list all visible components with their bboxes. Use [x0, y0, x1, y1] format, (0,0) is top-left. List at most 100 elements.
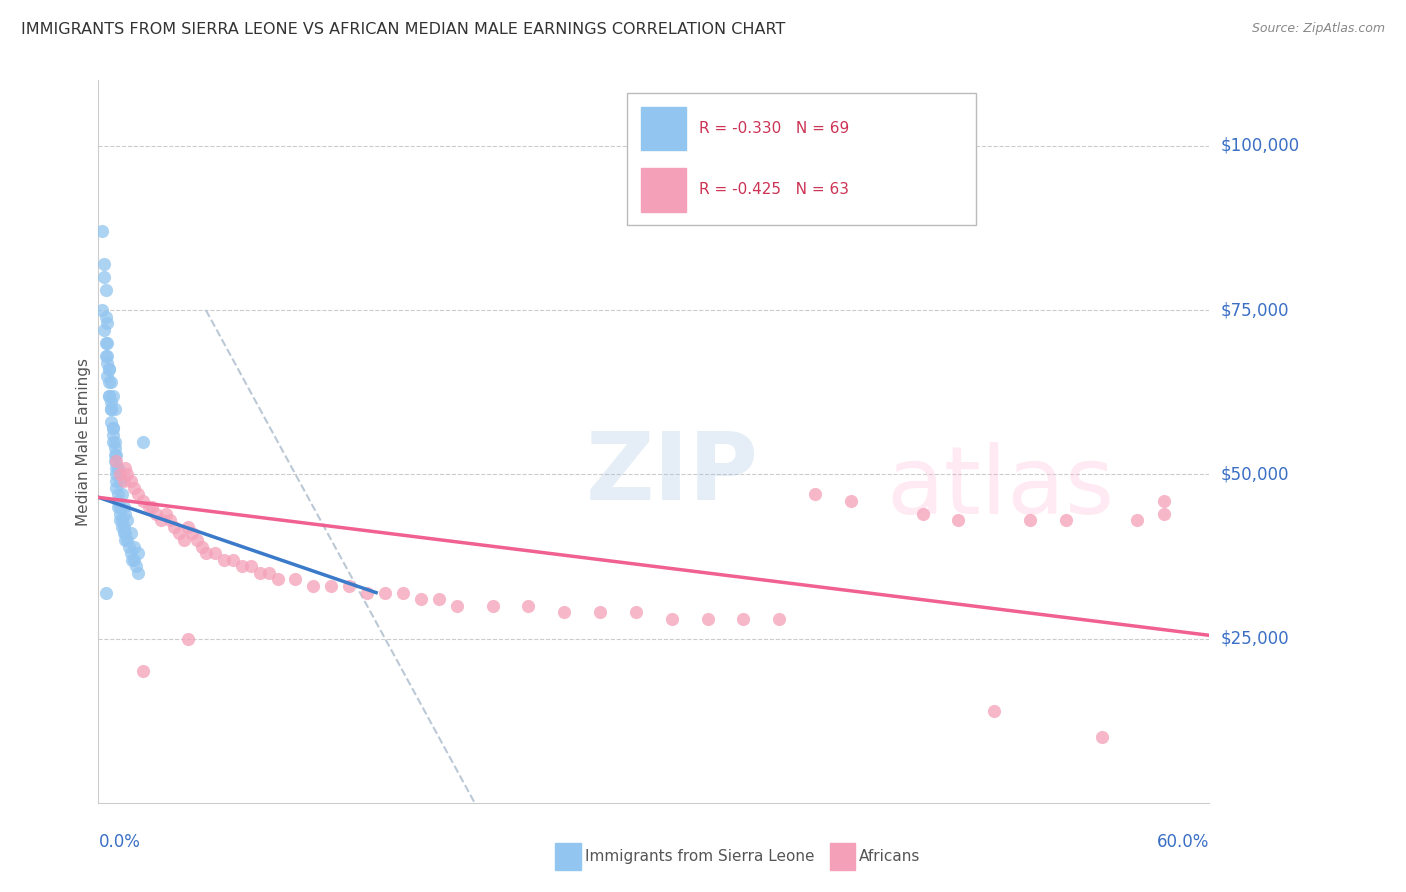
Point	[180, 526, 202, 541]
Point	[127, 487, 149, 501]
Point	[177, 632, 200, 646]
Point	[103, 434, 125, 449]
Point	[96, 356, 118, 370]
Point	[112, 500, 135, 515]
Point	[132, 665, 155, 679]
Text: $50,000: $50,000	[1220, 466, 1289, 483]
Point	[409, 592, 432, 607]
Point	[194, 546, 217, 560]
Point	[118, 540, 141, 554]
Point	[1153, 493, 1175, 508]
Point	[804, 487, 827, 501]
Point	[105, 460, 128, 475]
FancyBboxPatch shape	[641, 106, 686, 150]
Text: atlas: atlas	[887, 442, 1115, 533]
Point	[98, 388, 121, 402]
Point	[111, 513, 134, 527]
Point	[101, 434, 124, 449]
Text: R = -0.330   N = 69: R = -0.330 N = 69	[699, 120, 849, 136]
Point	[983, 704, 1005, 718]
Point	[392, 585, 415, 599]
Point	[112, 520, 135, 534]
Point	[173, 533, 195, 547]
Point	[427, 592, 450, 607]
Point	[1019, 513, 1042, 527]
Point	[115, 513, 138, 527]
Point	[91, 224, 114, 238]
Point	[98, 388, 121, 402]
Text: 60.0%: 60.0%	[1157, 833, 1209, 851]
Point	[105, 467, 128, 482]
Point	[101, 421, 124, 435]
Text: 0.0%: 0.0%	[98, 833, 141, 851]
Point	[132, 434, 155, 449]
Point	[114, 533, 136, 547]
Point	[553, 605, 575, 619]
Point	[105, 474, 128, 488]
Point	[107, 487, 129, 501]
Point	[127, 566, 149, 580]
Point	[122, 553, 145, 567]
Point	[231, 559, 253, 574]
Point	[374, 585, 396, 599]
Point	[105, 448, 128, 462]
Point	[105, 481, 128, 495]
Text: $75,000: $75,000	[1220, 301, 1289, 319]
Point	[91, 303, 114, 318]
Point	[100, 401, 122, 416]
Point	[96, 316, 118, 330]
Point	[98, 362, 121, 376]
Point	[100, 376, 122, 390]
Point	[121, 553, 143, 567]
Point	[101, 421, 124, 435]
Point	[108, 513, 131, 527]
Text: $25,000: $25,000	[1220, 630, 1289, 648]
Point	[768, 612, 790, 626]
Point	[150, 513, 173, 527]
Point	[186, 533, 208, 547]
Point	[145, 507, 167, 521]
Point	[101, 388, 124, 402]
Point	[481, 599, 503, 613]
Point	[239, 559, 262, 574]
Point	[94, 336, 117, 351]
Point	[108, 467, 131, 482]
Point	[93, 270, 115, 285]
Point	[120, 526, 142, 541]
Point	[94, 310, 117, 324]
Point	[108, 500, 131, 515]
FancyBboxPatch shape	[641, 169, 686, 211]
Point	[107, 500, 129, 515]
Point	[141, 500, 163, 515]
Point	[249, 566, 271, 580]
Point	[103, 401, 125, 416]
Point	[204, 546, 226, 560]
Point	[107, 460, 129, 475]
Text: $100,000: $100,000	[1220, 137, 1299, 155]
Point	[103, 441, 125, 455]
Point	[103, 454, 125, 468]
Point	[589, 605, 612, 619]
Point	[111, 520, 134, 534]
Text: R = -0.425   N = 63: R = -0.425 N = 63	[699, 183, 849, 197]
Point	[257, 566, 280, 580]
Y-axis label: Median Male Earnings: Median Male Earnings	[76, 358, 91, 525]
Point	[911, 507, 934, 521]
Point	[284, 573, 307, 587]
Point	[127, 546, 149, 560]
Point	[733, 612, 755, 626]
Point	[1091, 730, 1114, 744]
Point	[122, 481, 145, 495]
Point	[517, 599, 540, 613]
Point	[696, 612, 718, 626]
Point	[1126, 513, 1149, 527]
Point	[114, 526, 136, 541]
Point	[96, 349, 118, 363]
Point	[337, 579, 360, 593]
Point	[321, 579, 343, 593]
Point	[120, 474, 142, 488]
Point	[94, 349, 117, 363]
Point	[624, 605, 647, 619]
Point	[96, 336, 118, 351]
Point	[98, 362, 121, 376]
